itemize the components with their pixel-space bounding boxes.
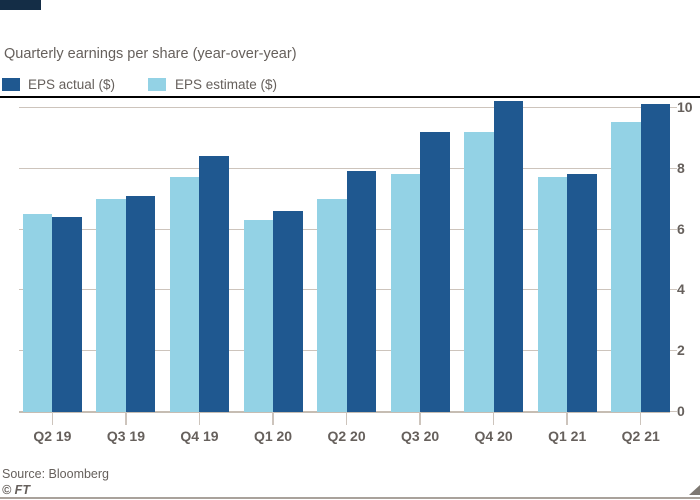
legend-swatch-estimate bbox=[148, 78, 166, 91]
x-tick-label: Q2 21 bbox=[621, 428, 660, 444]
x-tick bbox=[492, 411, 495, 425]
y-tick bbox=[670, 106, 677, 108]
legend-swatch-actual bbox=[2, 78, 20, 91]
bar-estimate bbox=[537, 177, 568, 412]
bar-estimate bbox=[464, 131, 494, 412]
bar-estimate bbox=[243, 219, 274, 412]
x-tick-label: Q4 20 bbox=[474, 428, 513, 444]
x-tick bbox=[566, 411, 568, 425]
x-tick-label: Q2 19 bbox=[33, 428, 72, 444]
x-tick-label: Q1 21 bbox=[548, 428, 587, 444]
y-tick bbox=[670, 289, 677, 291]
x-tick-label: Q2 20 bbox=[327, 428, 366, 444]
bar-actual bbox=[420, 131, 450, 412]
resize-triangle-icon bbox=[689, 485, 700, 495]
y-tick bbox=[670, 228, 677, 230]
x-tick-label: Q3 19 bbox=[106, 428, 145, 444]
y-tick-label: 6 bbox=[677, 220, 685, 237]
bar-estimate bbox=[96, 198, 126, 412]
x-tick-label: Q3 20 bbox=[401, 428, 440, 444]
x-tick bbox=[125, 411, 127, 425]
bar-estimate bbox=[390, 174, 421, 412]
ft-credit: © FT bbox=[2, 483, 30, 497]
bar-actual bbox=[273, 210, 303, 412]
legend-label-actual: EPS actual ($) bbox=[28, 77, 116, 92]
y-tick bbox=[670, 167, 677, 169]
x-tick bbox=[198, 411, 201, 425]
gridline bbox=[19, 167, 670, 169]
bar-actual bbox=[199, 155, 229, 412]
y-tick-label: 4 bbox=[677, 281, 685, 298]
bottom-rule bbox=[0, 497, 700, 499]
bar-actual bbox=[52, 216, 82, 412]
x-tick bbox=[272, 411, 274, 425]
x-tick bbox=[51, 411, 54, 425]
x-tick bbox=[419, 411, 421, 425]
bar-actual bbox=[125, 195, 156, 412]
bar-estimate bbox=[22, 213, 53, 412]
source-line: Source: Bloomberg bbox=[2, 467, 110, 481]
bar-estimate bbox=[169, 177, 200, 412]
x-tick-label: Q1 20 bbox=[253, 428, 293, 444]
x-axis-baseline bbox=[19, 411, 670, 413]
bar-actual bbox=[493, 101, 524, 412]
x-tick-label: Q4 19 bbox=[180, 428, 219, 444]
y-tick-label: 0 bbox=[677, 403, 685, 420]
chart-title: Quarterly earnings per share (year-over-… bbox=[4, 46, 297, 62]
bar-actual bbox=[567, 174, 597, 412]
ft-brand-tab bbox=[0, 0, 41, 10]
gridline bbox=[19, 106, 670, 108]
legend-label-estimate: EPS estimate ($) bbox=[175, 77, 278, 92]
x-tick bbox=[639, 411, 642, 425]
y-tick-label: 8 bbox=[677, 159, 685, 176]
bar-actual bbox=[346, 171, 377, 412]
y-tick bbox=[670, 411, 677, 413]
bar-actual bbox=[640, 104, 671, 412]
y-tick-label: 2 bbox=[677, 342, 685, 359]
y-tick bbox=[670, 350, 677, 352]
x-tick bbox=[345, 411, 348, 425]
y-tick-label: 10 bbox=[677, 98, 693, 115]
bar-estimate bbox=[317, 198, 347, 412]
top-rule bbox=[0, 96, 700, 98]
bar-estimate bbox=[611, 122, 641, 412]
